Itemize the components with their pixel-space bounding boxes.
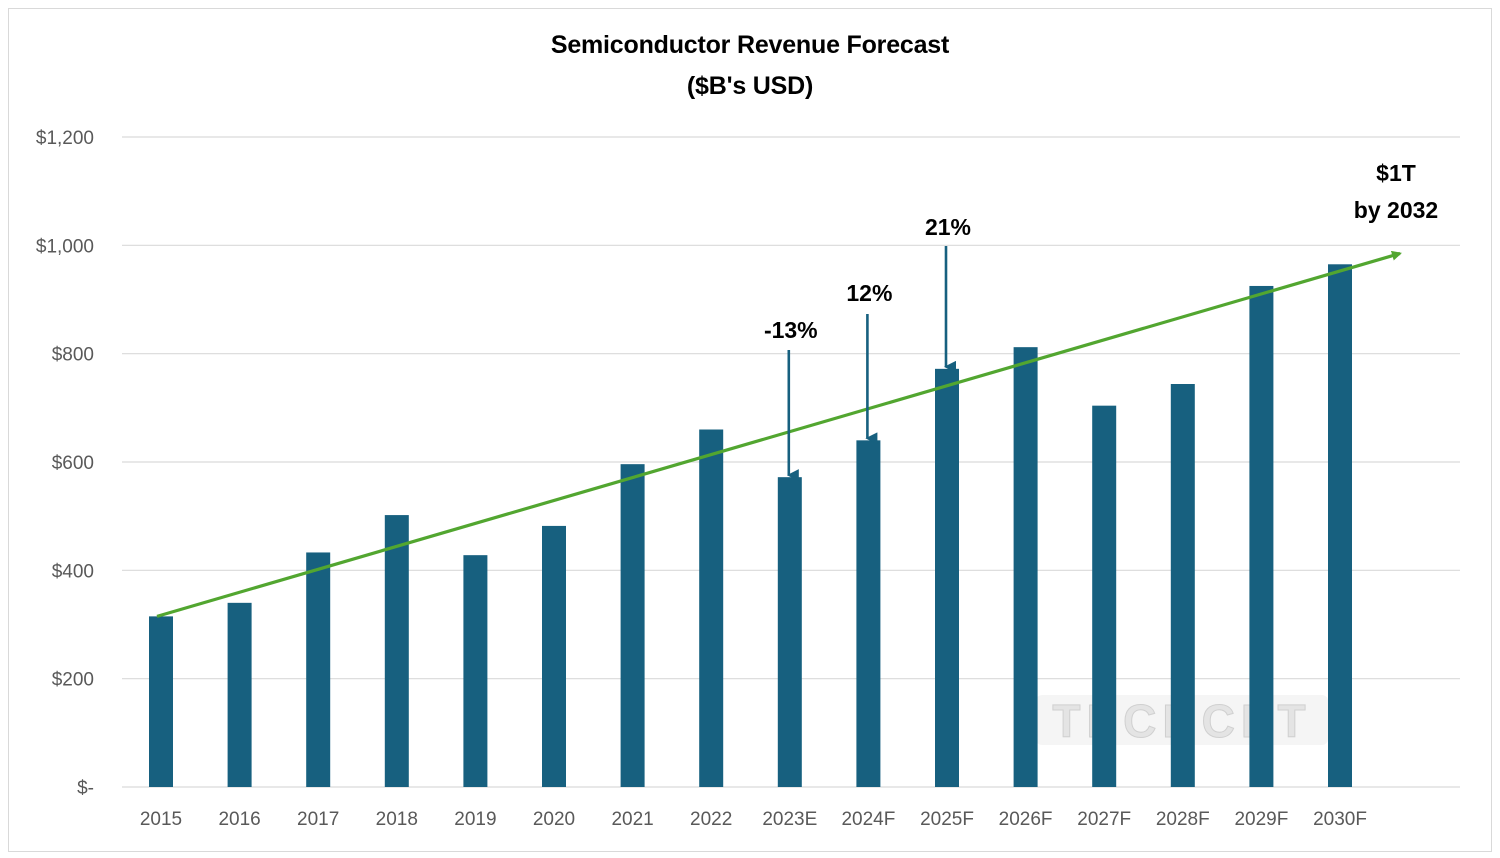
x-tick-label: 2022 xyxy=(690,809,732,830)
chart-frame xyxy=(8,8,1492,852)
bar xyxy=(1328,264,1352,788)
bar xyxy=(542,525,566,787)
bar xyxy=(856,440,881,787)
bar xyxy=(777,477,802,787)
x-tick-label: 2023E xyxy=(762,809,817,830)
y-tick-label: $200 xyxy=(52,670,94,691)
bar xyxy=(699,429,724,787)
annotation-2032-label: by 2032 xyxy=(1354,197,1438,223)
y-tick-label: $800 xyxy=(52,345,94,366)
y-axis-ticks: $- $200 $400 $600 $800 $1,000 $1,200 xyxy=(36,128,94,799)
bars xyxy=(149,264,1352,788)
y-tick-label: $1,000 xyxy=(36,236,94,257)
x-tick-label: 2029F xyxy=(1234,809,1288,830)
x-tick-label: 2024F xyxy=(841,809,895,830)
y-tick-label: $400 xyxy=(52,561,94,582)
chart-title: Semiconductor Revenue Forecast xyxy=(550,31,950,59)
trend-line-group xyxy=(156,250,1402,618)
y-tick-label: $- xyxy=(77,778,94,799)
x-tick-label: 2015 xyxy=(140,809,182,830)
bar xyxy=(935,368,959,787)
x-tick-label: 2030F xyxy=(1313,809,1367,830)
annotations: -13% 12% 21% $1T by 2032 xyxy=(764,160,1438,482)
bar xyxy=(149,616,173,787)
annotation-label: 12% xyxy=(846,280,892,306)
x-tick-label: 2020 xyxy=(533,809,575,830)
x-tick-label: 2028F xyxy=(1156,809,1210,830)
bar xyxy=(1092,405,1117,787)
x-tick-label: 2016 xyxy=(218,809,260,830)
x-axis-ticks: 2015 2016 2017 2018 2019 2020 2021 2022 2023E 202… xyxy=(140,809,1367,830)
x-tick-label: 2018 xyxy=(376,809,418,830)
bar xyxy=(227,602,252,787)
bar xyxy=(1249,285,1274,787)
x-tick-label: 2021 xyxy=(611,809,653,830)
bar xyxy=(384,515,409,787)
trend-line xyxy=(156,250,1402,618)
annotation-label: 21% xyxy=(925,214,971,240)
annotation-label: -13% xyxy=(764,317,818,343)
bar xyxy=(1170,384,1195,787)
x-tick-label: 2019 xyxy=(454,809,496,830)
x-tick-label: 2027F xyxy=(1077,809,1131,830)
y-tick-label: $1,200 xyxy=(36,128,94,149)
bar xyxy=(463,555,488,787)
bar xyxy=(1013,347,1038,787)
bar xyxy=(620,464,645,787)
x-tick-label: 2026F xyxy=(999,809,1053,830)
bar xyxy=(306,552,331,787)
x-tick-label: 2025F xyxy=(920,809,974,830)
chart-subtitle: ($B's USD) xyxy=(686,72,814,100)
x-tick-label: 2017 xyxy=(297,809,339,830)
y-tick-label: $600 xyxy=(52,453,94,474)
annotation-1t-label: $1T xyxy=(1376,160,1416,186)
